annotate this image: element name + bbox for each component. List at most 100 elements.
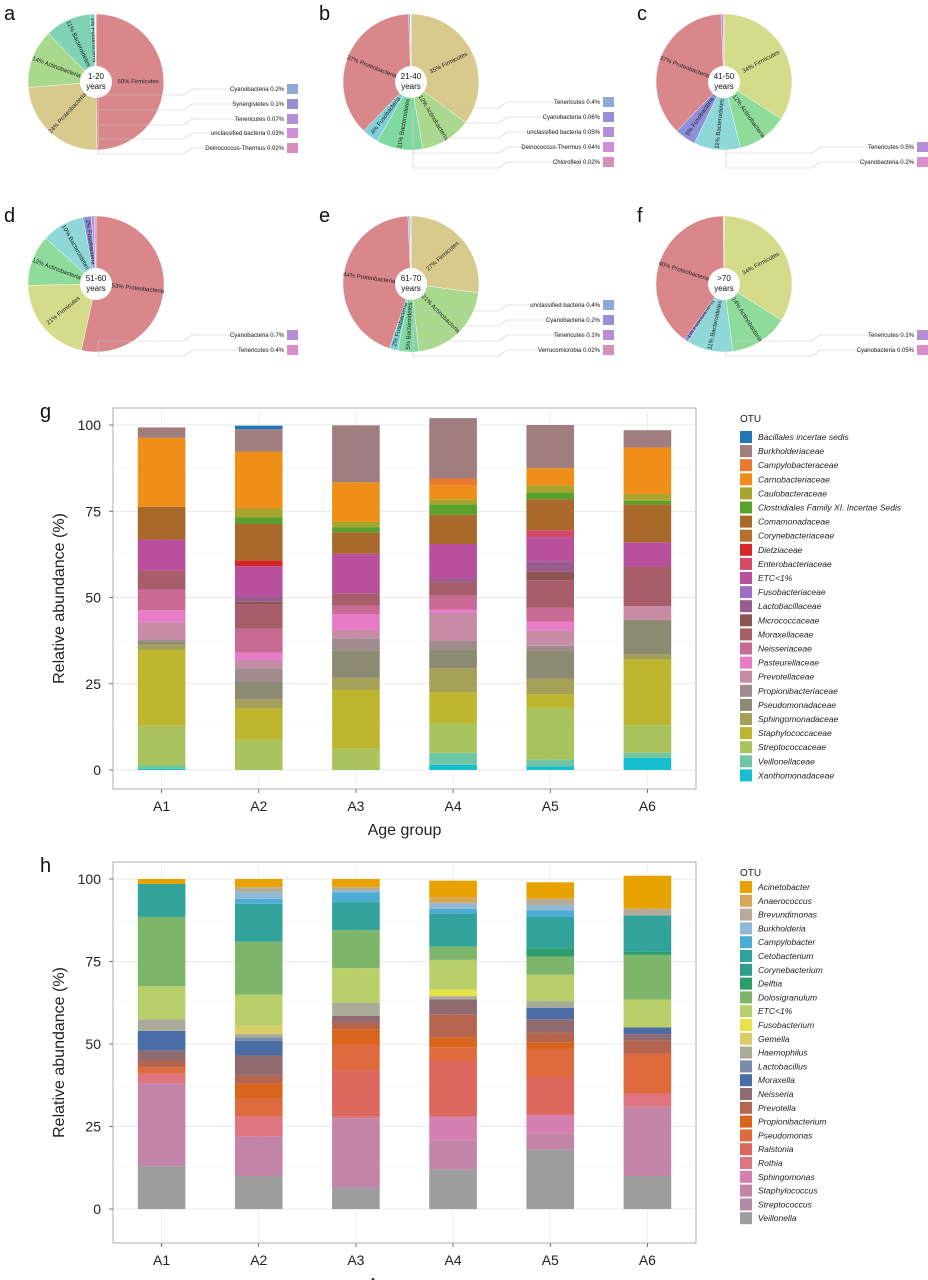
legend-swatch [740, 600, 752, 613]
legend-item-label: Gemella [758, 1034, 790, 1044]
pie-center-label: >70 [717, 274, 731, 283]
panel-letter-g: g [40, 401, 51, 423]
bar-segment [137, 768, 186, 770]
bar-segment [234, 1083, 283, 1099]
bar-segment [429, 1139, 477, 1170]
panel-letter-c: c [637, 3, 647, 25]
legend-item-label: Lactobacillaceae [758, 601, 822, 611]
bar-segment [526, 630, 575, 646]
bar-segment [332, 1116, 380, 1119]
legend-item-label: Sphingomonadaceae [758, 714, 839, 724]
pie-slice-firmicutes [27, 283, 97, 351]
legend-swatch [740, 881, 752, 893]
small-slice-swatch [287, 128, 298, 138]
legend-swatch [740, 473, 752, 486]
bar-segment [623, 954, 672, 1000]
bar-segment [429, 999, 477, 1015]
legend-item-label: Staphylococcus [758, 1186, 818, 1196]
bar-segment [429, 544, 477, 579]
legend-swatch [740, 922, 752, 935]
bar-segment [332, 553, 380, 594]
legend-item-label: Staphylococcaceae [758, 728, 832, 738]
bar-segment [332, 1015, 380, 1023]
bar-segment [623, 1053, 672, 1094]
small-slice-label: Tenericutes 0.1% [554, 333, 601, 339]
bar-segment [234, 566, 283, 597]
pie-center-hole [708, 66, 740, 98]
small-slice-swatch [287, 99, 298, 109]
legend-swatch [740, 713, 752, 725]
leader-line [412, 131, 600, 148]
legend-item-label: Fusobacteriaceae [758, 587, 826, 597]
legend-item-label: Micrococcaceae [758, 615, 820, 625]
pie-slice-cyanobacteria [722, 13, 725, 83]
small-slice-swatch [917, 330, 928, 340]
small-slice-label: Deinococcus-Thermus 0.02% [205, 146, 284, 152]
leader-line [725, 334, 914, 350]
bar-segment [234, 425, 283, 430]
leader-line [97, 132, 284, 148]
legend-item-label: Enterobacteriaceae [758, 559, 832, 569]
legend-item-label: ETC<1% [758, 573, 793, 583]
bar-segment [526, 645, 575, 651]
legend-swatch [740, 445, 752, 458]
bar-segment [332, 1187, 380, 1209]
legend-swatch [740, 1184, 752, 1197]
bar-segment [429, 908, 477, 914]
bar-segment [429, 1116, 477, 1140]
bar-segment [526, 1042, 575, 1049]
legend-swatch [740, 1129, 752, 1142]
bar-segment [137, 725, 186, 766]
bar-segment [234, 659, 283, 669]
pie-center-label: 61-70 [401, 274, 422, 283]
y-tick-label: 100 [78, 871, 102, 887]
leader-line [412, 304, 600, 350]
bar-segment [137, 1083, 186, 1167]
bar-segment [234, 1176, 283, 1209]
legend-swatch [740, 670, 752, 683]
bar-segment [429, 946, 477, 960]
pie-slice-proteobacteria [28, 81, 98, 151]
small-slice-swatch [603, 97, 614, 107]
legend-item-label: Clostridiales Family XI. Incertae Sedis [758, 503, 902, 513]
legend-item-label: Bacillales incertae sedis [758, 432, 849, 442]
legend-swatch [740, 1005, 752, 1018]
bar-segment [137, 506, 186, 540]
bar-segment [234, 1116, 283, 1137]
legend-swatch [740, 991, 752, 1004]
legend-swatch [740, 431, 752, 443]
bar-segment [526, 974, 575, 1002]
bar-segment [234, 879, 283, 888]
bar-segment [332, 902, 380, 931]
bar-segment [429, 514, 477, 545]
bar-segment [526, 1007, 575, 1020]
pie-center-label: 1-20 [88, 72, 105, 81]
bar-segment [137, 437, 186, 507]
bar-segment [526, 1133, 575, 1150]
small-slice-label: unclassified bacteria 0.4% [530, 303, 600, 309]
legend-item-label: Veillonella [758, 1213, 797, 1223]
legend-item-label: Streptococcus [758, 1199, 813, 1209]
legend-swatch [740, 628, 752, 641]
legend-swatch [740, 557, 752, 570]
legend-item-label: Pseudomonadaceae [758, 700, 836, 710]
bar-segment [623, 447, 672, 494]
bar-segment [234, 517, 283, 525]
x-tick-label: A6 [639, 1252, 656, 1268]
small-slice-label: Verrucomicrobia 0.02% [538, 348, 601, 354]
bar-segment [526, 766, 575, 770]
bar-segment [332, 614, 380, 630]
legend-swatch [740, 614, 752, 627]
legend-swatch [740, 543, 752, 556]
bar-segment [137, 986, 186, 1020]
pie-slice-proteobacteria [655, 13, 725, 132]
legend-item-label: Anaerococcus [757, 896, 813, 906]
bar-segment [332, 748, 380, 770]
bar-segment [429, 903, 477, 909]
bar-segment [234, 1136, 283, 1176]
bar-segment [137, 883, 186, 917]
legend-swatch [740, 769, 752, 782]
